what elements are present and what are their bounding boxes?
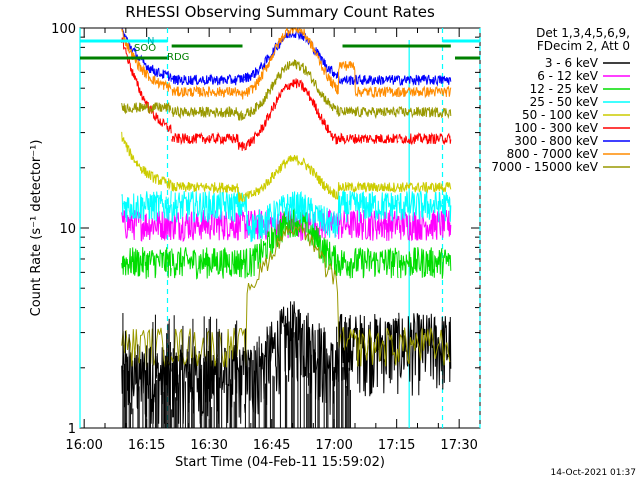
series-100-300keV-line [121,37,452,151]
series-800-7000keV-line [121,27,452,100]
series-50-100keV-line [121,131,452,203]
y-tick-label: 10 [59,222,76,237]
legend-header-line1: Det 1,3,4,5,6,9, [536,26,630,40]
legend-label: 25 - 50 keV [530,95,599,109]
y-tick-label: 1 [68,422,76,437]
flag-label-rdg: RDG [167,52,189,63]
x-tick-label: 16:00 [65,438,102,453]
x-tick-label: 17:00 [315,438,352,453]
x-tick-label: 16:30 [190,438,227,453]
chart-title: RHESSI Observing Summary Count Rates [125,3,435,21]
series-olive-low-band [121,224,451,368]
x-tick-label: 17:30 [440,438,477,453]
series-6-12keV-line [121,207,452,243]
legend-label: 800 - 7000 keV [507,147,599,161]
legend-header-line2: FDecim 2, Att 0 [537,39,630,53]
y-tick-label: 100 [51,22,76,37]
legend-label: 7000 - 15000 keV [491,160,598,174]
x-tick-label: 17:15 [378,438,415,453]
x-axis-label: Start Time (04-Feb-11 15:59:02) [175,455,385,470]
flag-label-soo: SOO [134,43,156,54]
x-tick-label: 16:45 [253,438,290,453]
series-7000-15000keV-line [121,59,452,121]
legend-label: 100 - 300 keV [514,121,598,135]
series-12-25keV-line [121,207,452,280]
x-tick-label: 16:15 [128,438,165,453]
y-axis-label: Count Rate (s⁻¹ detector⁻¹) [29,140,44,317]
legend-label: 6 - 12 keV [537,69,599,83]
legend-label: 12 - 25 keV [530,82,599,96]
legend-label: 300 - 800 keV [514,134,598,148]
legend-label: 3 - 6 keV [545,56,599,70]
timestamp: 14-Oct-2021 01:37 [551,468,636,478]
flag-label-n: N [147,36,154,47]
legend-label: 50 - 100 keV [522,108,599,122]
series-25-50keV-line [121,189,452,243]
